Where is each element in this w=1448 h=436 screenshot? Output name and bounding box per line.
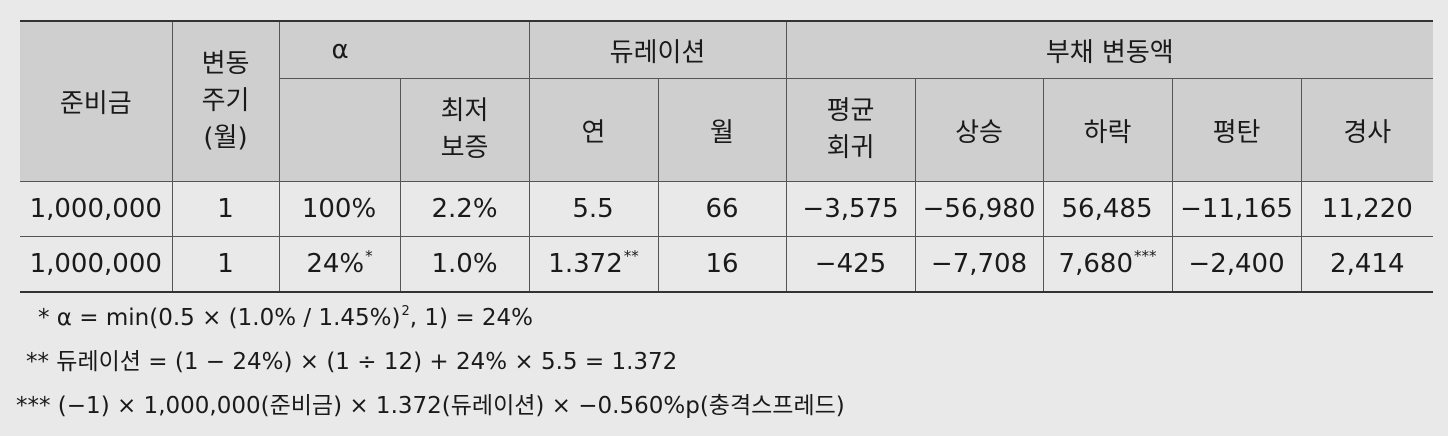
cell-steep: 11,220 — [1300, 181, 1434, 237]
cell-reserve: 1,000,000 — [20, 181, 173, 237]
liability-change-table: 준비금 변동 주기 (월) α 듀레이션 부채 변동액 최저 보증 연 월 평균 회귀 … — [20, 20, 1434, 293]
footnote-liability: *** (−1) × 1,000,000(준비금) × 1.372(듀레이션) … — [16, 393, 845, 419]
cell-reserve: 1,000,000 — [20, 236, 173, 293]
cell-up: −7,708 — [914, 236, 1044, 293]
header-duration: 듀레이션 — [528, 21, 787, 79]
cell-alpha: 24%* — [278, 236, 401, 293]
footnotes: * α = min(0.5 × (1.0% / 1.45%)2, 1) = 24… — [16, 296, 845, 428]
cell-down: 7,680*** — [1042, 236, 1173, 293]
cell-alpha: 100% — [278, 181, 401, 237]
header-liability-change: 부채 변동액 — [785, 21, 1434, 79]
header-flat: 평탄 — [1171, 78, 1302, 182]
footnote-duration: ** 듀레이션 = (1 − 24%) × (1 ÷ 12) + 24% × 5… — [26, 349, 678, 375]
cell-mean-reversion: −3,575 — [785, 181, 916, 237]
cell-min-guarantee: 2.2% — [399, 181, 530, 237]
header-month: 월 — [657, 78, 787, 182]
cell-min-guarantee: 1.0% — [399, 236, 530, 293]
cell-month: 16 — [657, 236, 787, 293]
cell-flat: −11,165 — [1171, 181, 1302, 237]
cell-cycle: 1 — [171, 181, 280, 237]
cell-cycle: 1 — [171, 236, 280, 293]
cell-month: 66 — [657, 181, 787, 237]
table-row: 1,000,000 1 100% 2.2% 5.5 66 −3,575 −56,… — [20, 181, 1434, 237]
header-min-guarantee: 최저 보증 — [399, 78, 530, 182]
header-down: 하락 — [1042, 78, 1173, 182]
header-cycle: 변동 주기 (월) — [171, 21, 280, 182]
header-up: 상승 — [914, 78, 1044, 182]
table-row: 1,000,000 1 24%* 1.0% 1.372** 16 −425 −7… — [20, 236, 1434, 293]
header-mean-reversion: 평균 회귀 — [785, 78, 916, 182]
cell-down: 56,485 — [1042, 181, 1173, 237]
header-alpha: α — [278, 21, 530, 79]
cell-steep: 2,414 — [1300, 236, 1434, 293]
cell-year: 1.372** — [528, 236, 659, 293]
footnote-alpha: * α = min(0.5 × (1.0% / 1.45%)2, 1) = 24… — [38, 304, 534, 331]
header-year: 연 — [528, 78, 659, 182]
header-steep: 경사 — [1300, 78, 1434, 182]
header-reserve: 준비금 — [20, 21, 173, 182]
cell-flat: −2,400 — [1171, 236, 1302, 293]
cell-year: 5.5 — [528, 181, 659, 237]
cell-up: −56,980 — [914, 181, 1044, 237]
header-alpha-blank — [278, 78, 400, 182]
cell-mean-reversion: −425 — [785, 236, 916, 293]
